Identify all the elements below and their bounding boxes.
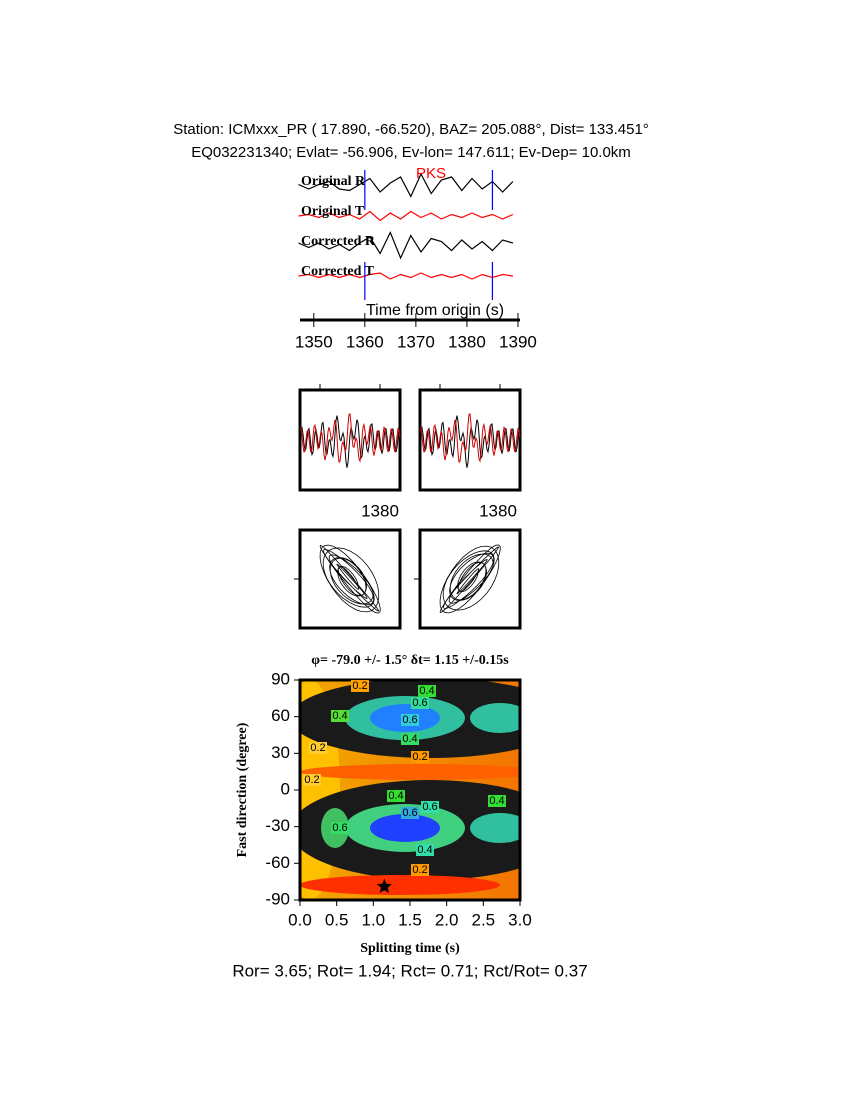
x-tick-label: 1350	[295, 332, 333, 351]
contour-label: 0.6	[332, 822, 347, 834]
trace-label: Corrected T	[301, 264, 375, 279]
trace	[298, 272, 513, 280]
contour-label-bg	[387, 790, 405, 802]
contour-label-bg	[411, 697, 429, 709]
contour-title: φ= -79.0 +/- 1.5° δt= 1.15 +/-0.15s	[311, 653, 509, 668]
panel-tick-label: 1380	[361, 501, 399, 520]
y-axis-label: Fast direction (degree)	[235, 722, 250, 857]
contour-label: 0.6	[422, 801, 437, 813]
contour-label: 0.2	[352, 680, 367, 692]
y-tick-label: 60	[271, 706, 290, 725]
contour-label: 0.4	[417, 844, 432, 856]
y-tick-label: -90	[265, 889, 290, 908]
header-line: EQ032231340; Evlat= -56.906, Ev-lon= 147…	[191, 144, 631, 161]
contour-label: 0.6	[402, 714, 417, 726]
window-trace	[299, 415, 401, 468]
trace-label: Original T	[301, 204, 365, 219]
y-tick-label: 30	[271, 743, 290, 762]
x-tick-label: 0.5	[325, 910, 349, 929]
x-tick-label: 1390	[499, 332, 537, 351]
x-tick-label: 1370	[397, 332, 435, 351]
x-tick-label: 1380	[448, 332, 486, 351]
x-axis-label: Splitting time (s)	[360, 941, 460, 956]
contour-label: 0.4	[388, 790, 403, 802]
contour-label-bg	[401, 807, 419, 819]
trace	[298, 210, 514, 222]
particle-motion	[319, 544, 381, 614]
contour-label: 0.2	[412, 751, 427, 763]
panel-frame	[298, 528, 402, 630]
x-tick-label: 1.0	[362, 910, 386, 929]
contour-label-bg	[411, 751, 429, 763]
y-tick-label: 90	[271, 669, 290, 688]
particle-motion	[439, 544, 501, 614]
best-fit-star	[376, 878, 392, 893]
contour-label: 0.4	[332, 710, 347, 722]
x-tick-label: 2.0	[435, 910, 459, 929]
contour-label: 0.4	[419, 685, 434, 697]
contour-label-bg	[411, 864, 429, 876]
x-tick-label: 1.5	[398, 910, 422, 929]
phase-label: PKS	[416, 165, 446, 182]
panel-tick-label: 1380	[479, 501, 517, 520]
window-panels: 1380 1380	[294, 384, 522, 630]
trace	[298, 172, 514, 198]
contour-label-bg	[416, 844, 434, 856]
contour-label-bg	[421, 801, 439, 813]
contour-label-bg	[401, 733, 419, 745]
trace	[298, 231, 514, 260]
x-tick-label: 3.0	[508, 910, 532, 929]
contour-label: 0.2	[304, 774, 319, 786]
window-trace	[419, 415, 521, 468]
contour-label: 0.6	[402, 807, 417, 819]
contour-label: 0.2	[310, 742, 325, 754]
contour-label-bg	[303, 774, 321, 786]
panel-frame	[418, 528, 522, 630]
header-line: Station: ICMxxx_PR ( 17.890, -66.520), B…	[173, 121, 649, 138]
contour-label-bg	[331, 822, 349, 834]
contour-label-bg	[488, 795, 506, 807]
window-trace	[419, 413, 521, 463]
x-tick-label: 2.5	[472, 910, 496, 929]
contour-label: 0.2	[412, 864, 427, 876]
contour-label-bg	[309, 742, 327, 754]
contour-label: 0.4	[402, 733, 417, 745]
footer: Ror= 3.65; Rot= 1.94; Rct= 0.71; Rct/Rot…	[232, 961, 587, 980]
contour-label-bg	[351, 680, 369, 692]
x-axis-label: Time from origin (s)	[366, 302, 504, 319]
x-tick-label: 0.0	[288, 910, 312, 929]
contour-label: 0.6	[412, 697, 427, 709]
window-trace	[299, 413, 401, 463]
y-tick-label: -60	[265, 853, 290, 872]
contour-label: 0.4	[489, 795, 504, 807]
contour-label-bg	[401, 714, 419, 726]
trace-label: Corrected R	[301, 234, 376, 249]
contour-label-bg	[331, 710, 349, 722]
trace-label: Original R	[301, 174, 366, 189]
y-tick-label: -30	[265, 816, 290, 835]
x-tick-label: 1360	[346, 332, 384, 351]
y-tick-label: 0	[281, 779, 290, 798]
contour-label-bg	[418, 685, 436, 697]
